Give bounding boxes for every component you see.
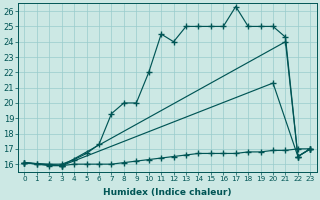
X-axis label: Humidex (Indice chaleur): Humidex (Indice chaleur) [103, 188, 232, 197]
